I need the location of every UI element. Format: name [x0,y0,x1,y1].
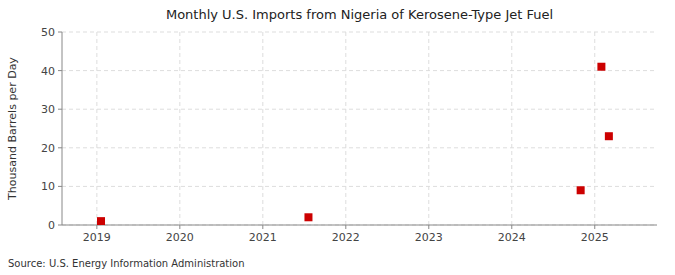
x-grid-line [96,32,97,225]
title: Monthly U.S. Imports from Nigeria of Ker… [166,7,553,22]
y-grid-line [62,225,657,226]
y-tick-label: 40 [41,65,55,78]
x-grid-line [262,32,263,225]
y-tick-label: 20 [41,142,55,155]
x-grid-line [428,32,429,225]
x-tick [345,225,346,229]
x-tick-label: 2025 [581,231,609,244]
y-tick [58,225,62,226]
x-tick [428,225,429,229]
y-tick [58,147,62,148]
x-tick-label: 2021 [249,231,277,244]
x-tick-label: 2019 [83,231,111,244]
x-tick-label: 2022 [332,231,360,244]
x-tick-label: 2024 [498,231,526,244]
x-tick [179,225,180,229]
y-tick-label: 10 [41,180,55,193]
point [577,186,585,194]
x-tick [511,225,512,229]
x-tick [96,225,97,229]
x-grid-line [345,32,346,225]
source-note: Source: U.S. Energy Information Administ… [8,258,245,269]
y-tick-label: 0 [48,219,55,232]
x-grid-line [511,32,512,225]
chart-container: Monthly U.S. Imports from Nigeria of Ker… [0,0,675,275]
y-tick-label: 30 [41,103,55,116]
x-grid-line [594,32,595,225]
x-tick-label: 2020 [166,231,194,244]
y-tick-label: 50 [41,26,55,39]
y-grid-line [62,109,657,110]
x-tick [262,225,263,229]
y-tick [58,70,62,71]
chart-svg: Monthly U.S. Imports from Nigeria of Ker… [0,0,675,275]
point [605,132,613,140]
y-axis-line [62,32,63,225]
y-tick [58,109,62,110]
x-tick-label: 2023 [415,231,443,244]
grid [62,32,657,225]
y-grid-line [62,70,657,71]
y-axis-label: Thousand Barrels per Day [6,57,19,201]
points [97,63,613,225]
y-tick [58,32,62,33]
x-grid-line [179,32,180,225]
point [97,217,105,225]
y-tick [58,186,62,187]
y-grid-line [62,147,657,148]
x-axis-line [62,225,657,226]
point [304,213,312,221]
y-grid-line [62,186,657,187]
y-grid-line [62,32,657,33]
axes: 2019 2020 2021 2022 2023 2024 2025 0 10 20 30 40 50 [41,26,657,244]
point [597,63,605,71]
x-tick [594,225,595,229]
